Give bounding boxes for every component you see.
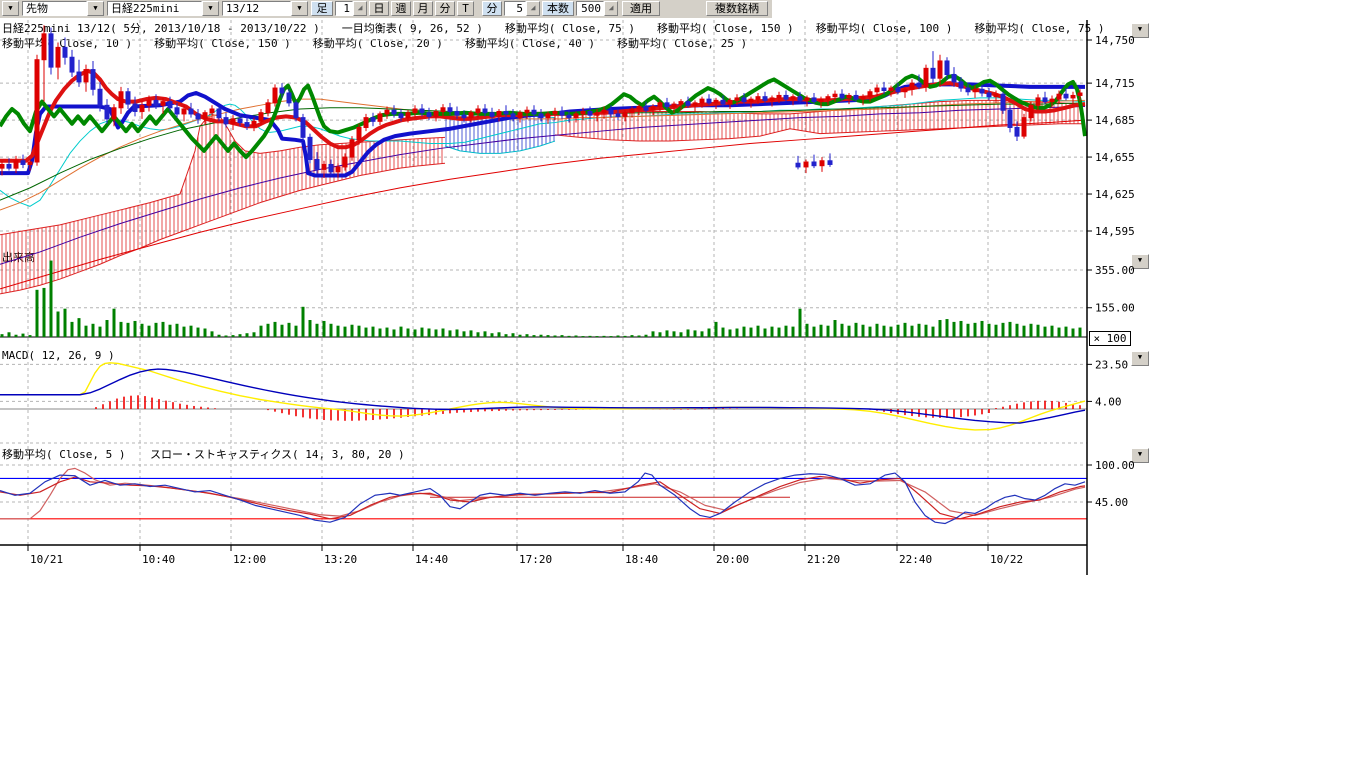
spinner-icon[interactable]: ◢ <box>526 1 540 16</box>
svg-text:100.00: 100.00 <box>1095 459 1135 472</box>
spinner-icon[interactable]: ◢ <box>353 1 367 16</box>
chart-area[interactable]: 14,750 14,715 14,685 14,655 14,625 14,595 355.… <box>0 18 1160 618</box>
bar-count-label: 本数 <box>542 1 574 16</box>
svg-text:14:40: 14:40 <box>415 553 448 566</box>
svg-text:14,750: 14,750 <box>1095 34 1135 47</box>
svg-text:18:40: 18:40 <box>625 553 658 566</box>
svg-text:23.50: 23.50 <box>1095 358 1128 371</box>
trading-chart-app: { "toolbar": { "market": "先物", "symbol":… <box>0 0 1366 768</box>
ashi-label: 足 <box>311 1 333 16</box>
svg-text:14,595: 14,595 <box>1095 225 1135 238</box>
period-tick-button[interactable]: T <box>457 1 474 16</box>
chevron-down-icon[interactable]: ▼ <box>87 1 104 16</box>
contract-month-select[interactable]: 13/12 ▼ <box>222 1 308 16</box>
minute-value[interactable]: 5 <box>504 1 526 16</box>
chevron-down-icon[interactable]: ▼ <box>202 1 219 16</box>
svg-text:13:20: 13:20 <box>324 553 357 566</box>
period-weekly-button[interactable]: 週 <box>391 1 411 16</box>
svg-text:355.00: 355.00 <box>1095 264 1135 277</box>
apply-button[interactable]: 適用 <box>622 1 660 16</box>
period-monthly-button[interactable]: 月 <box>413 1 433 16</box>
svg-text:45.00: 45.00 <box>1095 496 1128 509</box>
svg-text:155.00: 155.00 <box>1095 302 1135 315</box>
svg-text:10/21: 10/21 <box>30 553 63 566</box>
period-daily-button[interactable]: 日 <box>369 1 389 16</box>
svg-text:10/22: 10/22 <box>990 553 1023 566</box>
chevron-down-icon[interactable]: ▼ <box>291 1 308 16</box>
period-minute-button[interactable]: 分 <box>435 1 455 16</box>
ashi-count-input[interactable]: 1 ◢ <box>335 1 367 16</box>
svg-text:22:40: 22:40 <box>899 553 932 566</box>
svg-text:14,625: 14,625 <box>1095 188 1135 201</box>
chevron-down-icon: ▼ <box>8 4 12 12</box>
svg-text:14,715: 14,715 <box>1095 77 1135 90</box>
minute-value-input[interactable]: 5 ◢ <box>504 1 540 16</box>
bar-count-value[interactable]: 500 <box>576 1 604 16</box>
bar-count-input[interactable]: 500 ◢ <box>576 1 618 16</box>
svg-text:12:00: 12:00 <box>233 553 266 566</box>
market-select[interactable]: 先物 ▼ <box>22 1 104 16</box>
svg-text:20:00: 20:00 <box>716 553 749 566</box>
svg-text:14,655: 14,655 <box>1095 151 1135 164</box>
svg-text:17:20: 17:20 <box>519 553 552 566</box>
symbol-select[interactable]: 日経225mini ▼ <box>107 1 219 16</box>
svg-text:21:20: 21:20 <box>807 553 840 566</box>
toolbar: ▼ 先物 ▼ 日経225mini ▼ 13/12 ▼ 足 1 ◢ 日 週 月 分… <box>0 0 772 18</box>
spinner-icon[interactable]: ◢ <box>604 1 618 16</box>
market-select-value: 先物 <box>22 1 87 16</box>
contract-month-value: 13/12 <box>222 1 291 16</box>
ashi-count-value[interactable]: 1 <box>335 1 353 16</box>
symbol-select-value: 日経225mini <box>107 1 202 16</box>
svg-text:14,685: 14,685 <box>1095 114 1135 127</box>
minute-label: 分 <box>482 1 502 16</box>
svg-text:10:40: 10:40 <box>142 553 175 566</box>
svg-text:4.00: 4.00 <box>1095 395 1122 408</box>
chart-menu-dropdown-button[interactable]: ▼ <box>2 1 19 16</box>
multi-symbol-button[interactable]: 複数銘柄 <box>706 1 768 16</box>
